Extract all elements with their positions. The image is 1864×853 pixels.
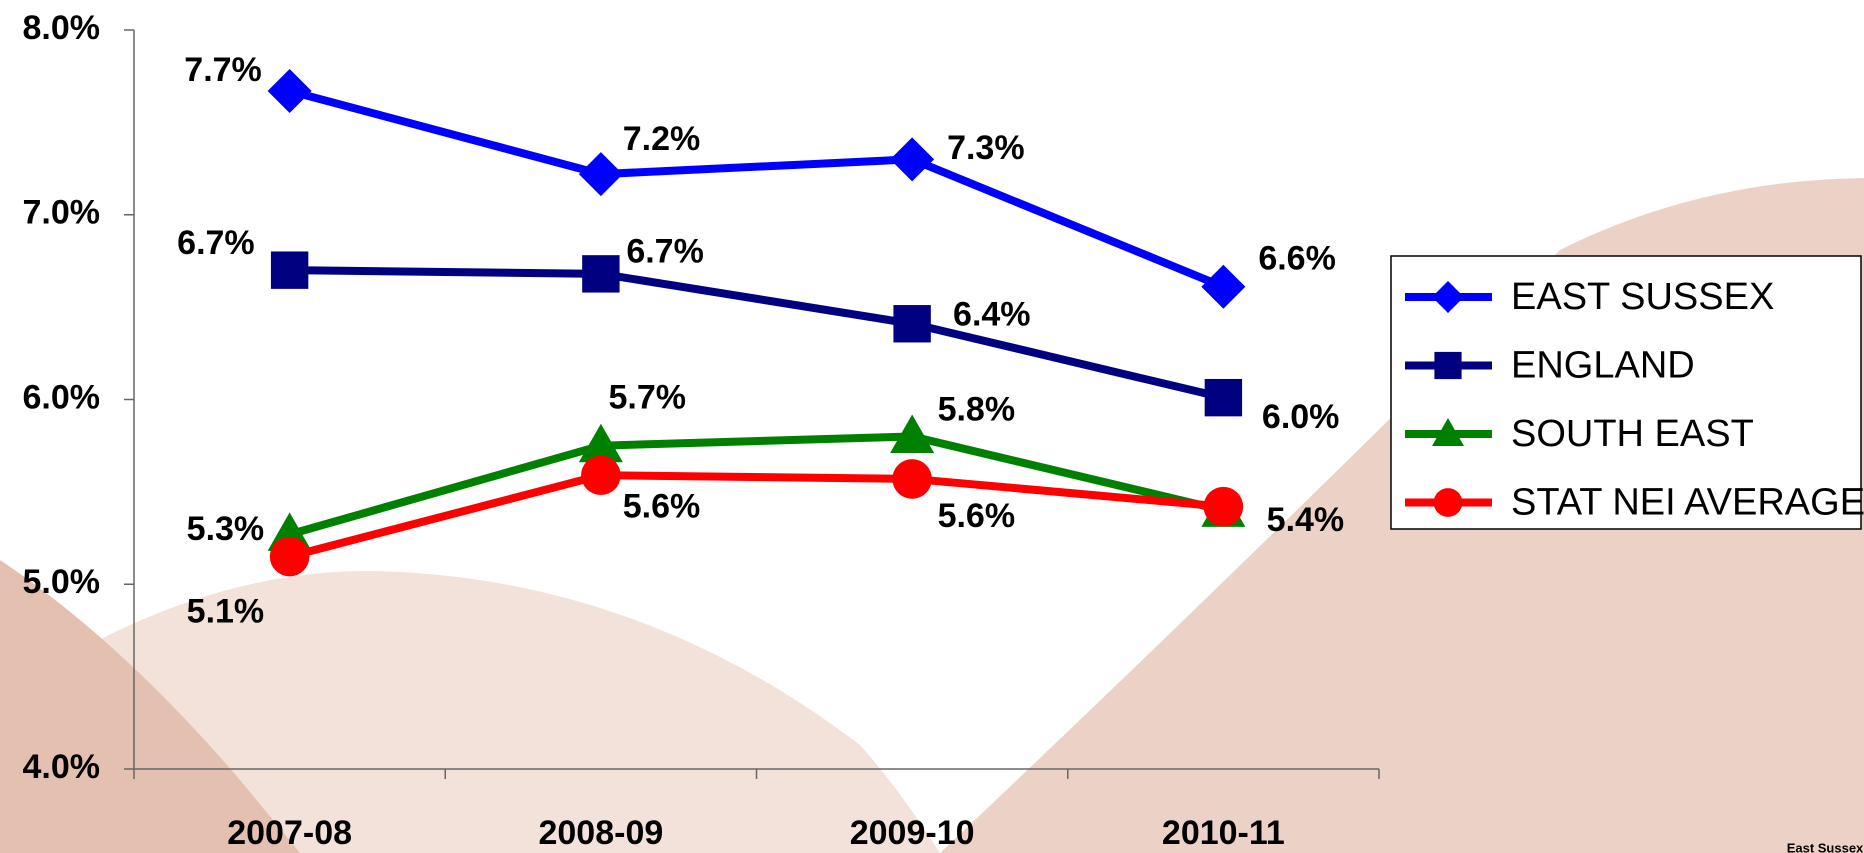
marker [1434,352,1461,379]
data-label: 5.4% [1267,501,1345,539]
data-label: 5.8% [938,390,1016,428]
data-label: 6.0% [1262,398,1340,436]
marker [893,305,930,342]
data-label: 6.6% [1258,240,1336,278]
x-tick-label: 2010-11 [1162,814,1285,852]
data-label: 6.4% [953,296,1031,334]
legend-label: ENGLAND [1511,345,1695,387]
y-tick-label: 6.0% [23,378,101,416]
y-tick-label: 5.0% [23,563,101,601]
data-label: 6.7% [626,233,704,271]
data-label: 7.3% [947,129,1025,167]
marker [1205,379,1242,416]
y-tick-label: 8.0% [23,9,101,47]
marker [1204,487,1244,527]
marker [268,69,312,113]
y-tick-label: 4.0% [23,748,101,786]
data-label: 7.7% [184,51,262,89]
data-label: 5.6% [623,488,701,526]
data-label: 5.7% [608,378,686,416]
line [290,91,1224,287]
marker [579,152,623,196]
x-tick-label: 2009-10 [850,814,975,852]
page: East Sussex 4.0% 5.0% 6.0% 7.0% 8.0% 2007-08 2… [0,0,1864,853]
data-label: 5.1% [187,593,265,631]
marker [271,251,308,288]
marker [890,137,934,181]
marker [270,537,310,577]
data-label: 5.6% [938,497,1016,535]
y-tick-label: 7.0% [23,194,101,232]
data-label: 5.3% [187,510,265,548]
data-label: 7.2% [623,120,701,158]
marker [892,459,932,499]
series: 6.7% 6.7% 6.4% 6.0% [177,224,1339,436]
legend-label: STAT NEI AVERAGE [1511,482,1864,524]
legend-label: SOUTH EAST [1511,413,1754,455]
marker [582,255,619,292]
x-tick-label: 2007-08 [227,814,352,852]
legend-label: EAST SUSSEX [1511,276,1774,318]
marker [581,455,621,495]
marker [1201,265,1245,309]
marker [1434,488,1463,517]
chart: East Sussex 4.0% 5.0% 6.0% 7.0% 8.0% 2007-08 2… [0,0,1864,853]
line [290,270,1224,397]
footer: East Sussex [1787,840,1864,853]
x-tick-label: 2008-09 [538,814,663,852]
line [290,475,1224,556]
series: 5.3% 5.7% 5.8% [187,378,1246,551]
data-label: 6.7% [177,224,255,262]
